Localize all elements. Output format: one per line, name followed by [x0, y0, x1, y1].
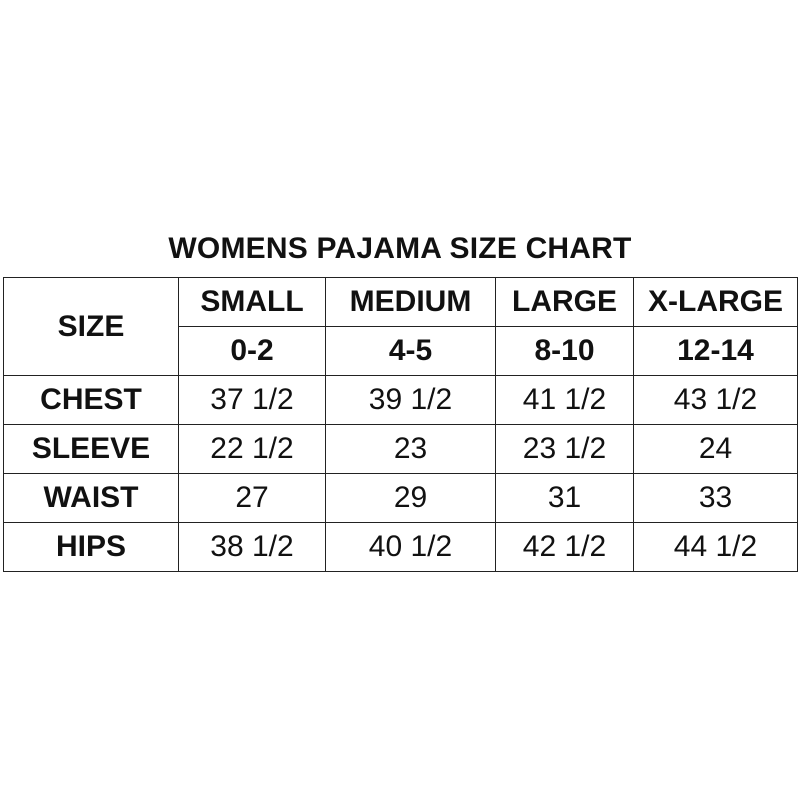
row-label: WAIST [3, 473, 179, 523]
cell: 40 1/2 [325, 522, 496, 572]
cell: 24 [633, 424, 798, 474]
table-row: CHEST 37 1/2 39 1/2 41 1/2 43 1/2 [3, 375, 798, 425]
table-row: SLEEVE 22 1/2 23 23 1/2 24 [3, 424, 798, 474]
cell: 42 1/2 [495, 522, 634, 572]
cell: 44 1/2 [633, 522, 798, 572]
cell: 33 [633, 473, 798, 523]
header-size-label: SIZE [3, 277, 179, 376]
cell: 38 1/2 [178, 522, 326, 572]
header-size: X-LARGE [633, 277, 798, 327]
header-range: 8-10 [495, 326, 634, 376]
page-title: WOMENS PAJAMA SIZE CHART [168, 232, 632, 265]
cell: 23 [325, 424, 496, 474]
cell: 27 [178, 473, 326, 523]
table-row: WAIST 27 29 31 33 [3, 473, 798, 523]
header-range: 12-14 [633, 326, 798, 376]
cell: 43 1/2 [633, 375, 798, 425]
row-label: HIPS [3, 522, 179, 572]
cell: 22 1/2 [178, 424, 326, 474]
table-row: HIPS 38 1/2 40 1/2 42 1/2 44 1/2 [3, 522, 798, 572]
cell: 39 1/2 [325, 375, 496, 425]
size-chart-table: SIZE SMALL MEDIUM LARGE X-LARGE 0-2 4-5 … [3, 277, 798, 572]
header-range: 0-2 [178, 326, 326, 376]
row-label: CHEST [3, 375, 179, 425]
cell: 37 1/2 [178, 375, 326, 425]
cell: 41 1/2 [495, 375, 634, 425]
header-size: MEDIUM [325, 277, 496, 327]
row-label: SLEEVE [3, 424, 179, 474]
header-row-sizes: SIZE SMALL MEDIUM LARGE X-LARGE [3, 277, 798, 376]
header-size: SMALL [178, 277, 326, 327]
cell: 23 1/2 [495, 424, 634, 474]
cell: 29 [325, 473, 496, 523]
header-size: LARGE [495, 277, 634, 327]
cell: 31 [495, 473, 634, 523]
header-range: 4-5 [325, 326, 496, 376]
